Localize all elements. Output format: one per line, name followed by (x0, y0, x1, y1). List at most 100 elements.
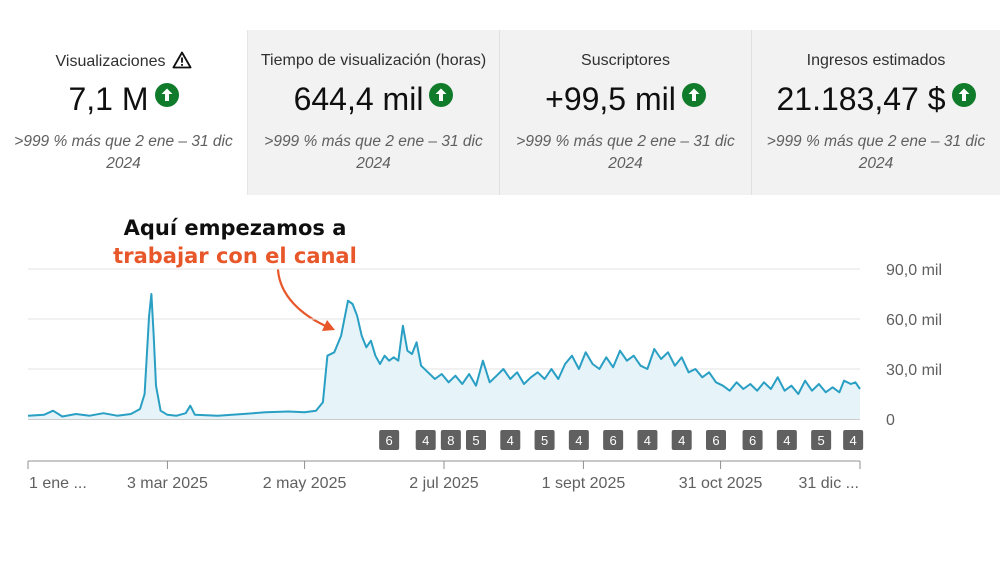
metric-label: Visualizaciones (0, 51, 247, 71)
x-tick-label: 31 dic ... (799, 475, 859, 492)
badge-box (534, 430, 555, 450)
video-upload-badge[interactable]: 5 (466, 430, 486, 450)
metric-value-text: 7,1 M (68, 81, 149, 117)
x-tick-label: 2 jul 2025 (409, 475, 478, 492)
metric-value: 7,1 M (0, 79, 247, 119)
x-tick-label: 3 mar 2025 (127, 475, 208, 492)
badge-box (466, 430, 486, 450)
metric-value: +99,5 mil (500, 79, 751, 119)
annotation-arrow (276, 268, 332, 330)
video-upload-badge[interactable]: 6 (742, 430, 763, 450)
y-tick-label: 90,0 mil (886, 262, 942, 279)
video-upload-badge[interactable]: 4 (843, 430, 864, 450)
badge-box (637, 430, 658, 450)
warning-triangle-icon (172, 51, 192, 75)
metric-card-subscribers[interactable]: Suscriptores +99,5 mil >999 % más que 2 … (500, 30, 752, 195)
video-upload-badge[interactable]: 4 (671, 430, 692, 450)
badge-count: 8 (447, 433, 454, 448)
badge-box (415, 430, 436, 450)
comparison-line: >999 % más que 2 ene – 31 dic (264, 133, 483, 150)
comparison-line: >999 % más que 2 ene – 31 dic (516, 133, 735, 150)
metric-cards: Visualizaciones 7,1 M >999 % más que 2 e… (0, 30, 1000, 195)
y-tick-label: 60,0 mil (886, 312, 942, 329)
badge-count: 6 (749, 433, 756, 448)
comparison-line: >999 % más que 2 ene – 31 dic (766, 133, 986, 150)
badge-box (742, 430, 763, 450)
comparison-line: 2024 (106, 155, 141, 172)
badge-count: 4 (783, 433, 790, 448)
badge-count: 6 (712, 433, 719, 448)
badge-box (843, 430, 864, 450)
badge-box (706, 430, 726, 450)
metric-comparison: >999 % más que 2 ene – 31 dic 2024 (752, 131, 1000, 175)
badge-count: 5 (472, 433, 479, 448)
metric-label: Tiempo de visualización (horas) (248, 51, 499, 71)
metric-card-views[interactable]: Visualizaciones 7,1 M >999 % más que 2 e… (0, 30, 248, 195)
arrow-up-icon (951, 83, 976, 107)
metric-value: 644,4 mil (248, 79, 499, 119)
badge-count: 4 (422, 433, 429, 448)
badge-box (811, 430, 832, 450)
comparison-line: 2024 (858, 155, 894, 172)
badge-count: 4 (507, 433, 514, 448)
series-line[interactable] (27, 293, 861, 418)
badge-box (603, 430, 624, 450)
comparison-line: 2024 (356, 155, 391, 172)
arrow-up-icon (429, 83, 454, 107)
badge-count: 6 (386, 433, 393, 448)
metric-label-text: Visualizaciones (55, 53, 166, 70)
x-tick-label: 1 ene ... (29, 475, 87, 492)
video-upload-badge[interactable]: 4 (776, 430, 797, 450)
badge-box (379, 430, 400, 450)
metric-comparison: >999 % más que 2 ene – 31 dic 2024 (500, 131, 751, 175)
metric-label-text: Suscriptores (581, 52, 670, 69)
badge-box (671, 430, 692, 450)
y-tick-label: 0 (886, 412, 895, 429)
video-upload-badge[interactable]: 6 (379, 430, 400, 450)
metric-value-text: 21.183,47 $ (776, 81, 946, 117)
video-upload-badge[interactable]: 5 (811, 430, 832, 450)
arrow-up-icon (154, 83, 179, 107)
badge-count: 4 (678, 433, 685, 448)
annotation-arrowhead (322, 320, 335, 331)
annotation-line-2: trabajar con el canal (113, 244, 357, 268)
metric-comparison: >999 % más que 2 ene – 31 dic 2024 (248, 131, 499, 175)
metric-label-text: Tiempo de visualización (horas) (260, 52, 487, 69)
metric-label: Suscriptores (500, 51, 751, 71)
metric-card-revenue[interactable]: Ingresos estimados 21.183,47 $ >999 % má… (752, 30, 1000, 195)
video-upload-badge[interactable]: 4 (568, 430, 589, 450)
video-upload-badge[interactable]: 4 (637, 430, 658, 450)
badge-count: 4 (575, 433, 582, 448)
metric-value: 21.183,47 $ (752, 79, 1000, 119)
comparison-line: >999 % más que 2 ene – 31 dic (14, 133, 233, 150)
badge-count: 4 (644, 433, 651, 448)
comparison-line: 2024 (608, 155, 643, 172)
metric-label: Ingresos estimados (752, 51, 1000, 71)
views-chart[interactable]: Aquí empezamos a trabajar con el canal 0… (0, 200, 1000, 500)
badge-count: 5 (541, 433, 548, 448)
metric-value-text: +99,5 mil (545, 81, 676, 117)
video-upload-badge[interactable]: 4 (500, 430, 521, 450)
series-area (28, 294, 860, 419)
x-tick-label: 31 oct 2025 (679, 475, 763, 492)
video-upload-badge[interactable]: 4 (415, 430, 436, 450)
video-upload-badge[interactable]: 5 (534, 430, 555, 450)
annotation-line-1: Aquí empezamos a (124, 216, 347, 240)
video-upload-badge[interactable]: 6 (603, 430, 624, 450)
badge-box (568, 430, 589, 450)
video-upload-badge[interactable]: 6 (706, 430, 726, 450)
badge-count: 6 (610, 433, 617, 448)
x-tick-label: 1 sept 2025 (542, 475, 626, 492)
x-tick-label: 2 may 2025 (263, 475, 347, 492)
video-upload-badge[interactable]: 8 (440, 430, 461, 450)
y-tick-label: 30,0 mil (886, 362, 942, 379)
metric-card-watch-time[interactable]: Tiempo de visualización (horas) 644,4 mi… (248, 30, 500, 195)
arrow-up-icon (681, 83, 706, 107)
metric-value-text: 644,4 mil (293, 81, 424, 117)
badge-box (440, 430, 461, 450)
badge-box (500, 430, 521, 450)
badge-count: 4 (850, 433, 857, 448)
badge-box (776, 430, 797, 450)
badge-count: 5 (818, 433, 825, 448)
metric-label-text: Ingresos estimados (806, 52, 946, 69)
